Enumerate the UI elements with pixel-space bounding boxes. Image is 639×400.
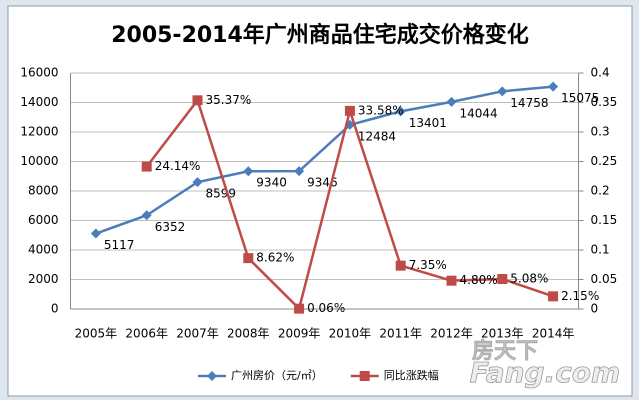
x-tick-label: 2013年 [481,327,524,341]
legend-label: 同比涨跌幅 [384,368,439,382]
y-tick-label: 4000 [28,243,59,257]
x-tick-label: 2008年 [227,327,270,341]
point [294,166,305,177]
data-label: 15075 [561,91,599,105]
x-tick-label: 2011年 [379,327,422,341]
y2-tick-label: 0.25 [591,154,618,168]
data-label: 24.14% [155,159,201,173]
data-label: 5.08% [510,272,548,286]
x-tick-label: 2010年 [329,327,372,341]
data-label: 14044 [460,106,498,120]
y-tick-label: 2000 [28,272,59,286]
point [548,291,559,302]
y2-tick-label: 0.3 [591,125,610,139]
data-label: 5117 [104,238,135,252]
legend-label: 广州房价（元/㎡） [231,369,323,382]
point [395,106,406,117]
watermark-cn: 房天下 [472,338,538,364]
y2-tick-label: 0.35 [591,95,618,109]
x-tick-label: 2012年 [430,327,473,341]
y2-tick-label: 0.05 [591,272,618,286]
data-label: 7.35% [409,258,447,272]
point [192,177,203,188]
data-label: 12484 [358,129,396,143]
point [359,371,370,381]
x-tick-label: 2006年 [125,327,168,341]
data-label: 9340 [256,176,287,190]
point [395,260,406,271]
y-tick-label: 14000 [20,95,58,109]
point [243,166,254,177]
point [192,95,203,106]
series-line [95,85,554,235]
x-tick-label: 2014年 [532,327,575,341]
point [294,303,305,314]
data-label: 8599 [206,187,237,201]
y-tick-label: 6000 [28,213,59,227]
y-tick-label: 12000 [20,125,58,139]
data-label: 6352 [155,220,186,234]
y-tick-label: 16000 [20,66,58,80]
y2-tick-label: 0.4 [591,66,610,80]
data-label: 2.15% [561,289,599,303]
point [141,161,152,172]
x-tick-label: 2007年 [176,327,219,341]
point [243,253,254,264]
data-label: 33.58% [358,103,404,117]
chart-frame [7,5,633,397]
point [344,105,355,116]
point [497,86,508,97]
data-label: 8.62% [256,251,294,265]
point [446,275,457,286]
y2-tick-label: 0.1 [591,243,610,257]
data-label: 13401 [409,116,447,130]
y2-tick-label: 0.2 [591,184,610,198]
data-label: 4.80% [460,273,498,287]
point [207,371,217,381]
y2-tick-label: 0 [591,302,599,316]
chart-title: 2005-2014年广州商品住宅成交价格变化 [111,22,529,48]
watermark-en: Fang.com [470,356,620,389]
x-tick-label: 2005年 [75,327,118,341]
data-label: 35.37% [206,93,252,107]
y2-tick-label: 0.15 [591,213,618,227]
data-label: 0.06% [307,301,345,315]
x-tick-label: 2009年 [278,327,321,341]
y-tick-label: 8000 [28,184,59,198]
point [548,81,559,92]
point [90,228,101,239]
y-tick-label: 10000 [20,154,58,168]
y-tick-label: 0 [51,302,59,316]
point [497,274,508,285]
data-label: 14758 [510,96,548,110]
point [446,96,457,107]
point [141,210,152,221]
